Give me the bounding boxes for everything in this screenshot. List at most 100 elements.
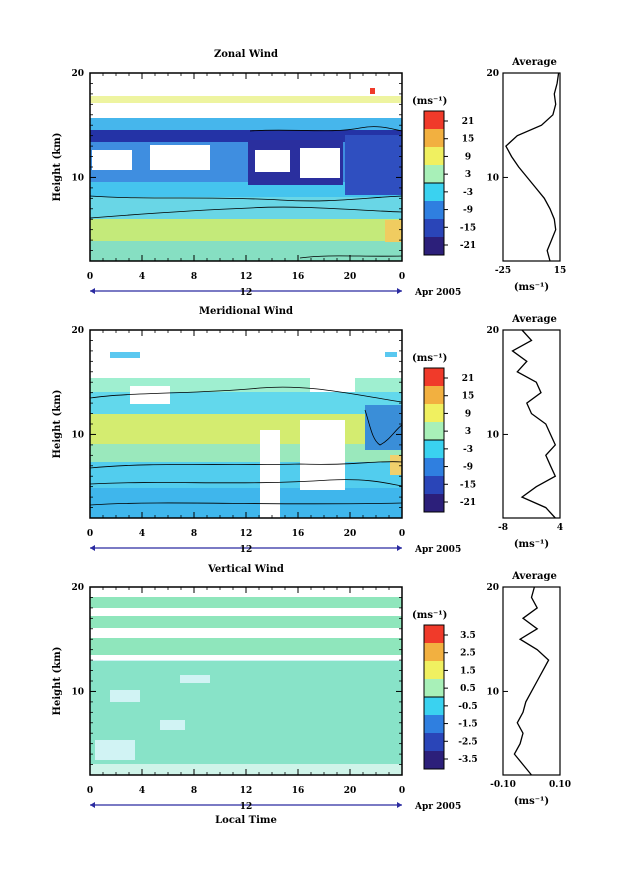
colorbar-tick-label: -15 <box>460 480 476 490</box>
y-tick-label: 20 <box>71 583 84 593</box>
average-y-tick-label: 20 <box>486 69 499 79</box>
x-tick-label: 0 <box>87 529 93 539</box>
colorbar-tick-label: -21 <box>460 498 476 508</box>
panel-zonal-wind: Zonal Wind <box>89 49 403 262</box>
colorbar-swatch <box>424 111 444 130</box>
colorbar-swatch <box>424 679 444 698</box>
x-tick-label: 12 <box>240 529 253 539</box>
average-profile-line <box>513 586 550 776</box>
colorbar-tick-label: 15 <box>462 392 475 402</box>
colorbar-swatch <box>424 697 444 716</box>
panel-vertical-wind: Vertical Wind <box>89 564 403 776</box>
colorbar-swatch <box>424 368 444 387</box>
month-label: Apr 2005 <box>414 545 461 555</box>
average-x-tick-label: -8 <box>498 523 508 533</box>
x-tick-label: 4 <box>139 786 145 796</box>
average-title: Average <box>511 571 557 582</box>
colorbar-tick-label: 9 <box>465 152 471 162</box>
colorbar-swatch <box>424 661 444 680</box>
average-title: Average <box>511 314 557 325</box>
colorbar-tick-label: -0.5 <box>458 702 477 712</box>
colorbar-swatch <box>424 201 444 220</box>
colorbar-tick-label: 3 <box>465 170 471 180</box>
colorbar-unit-label: (ms⁻¹) <box>412 353 447 364</box>
average-y-tick-label: 10 <box>486 173 499 183</box>
colorbar-swatch <box>424 458 444 477</box>
colorbar-tick-label: 0.5 <box>460 684 476 694</box>
contour-lines <box>90 126 402 259</box>
x-tick-label: 20 <box>344 786 357 796</box>
average-x-tick-label: -25 <box>495 266 511 276</box>
date-label: 12 <box>240 288 253 298</box>
y-axis-label: Height (km) <box>52 133 63 202</box>
colorbar-tick-label: 15 <box>462 135 475 145</box>
colorbar-swatch <box>424 494 444 513</box>
x-tick-label: 12 <box>240 272 253 282</box>
colorbar-tick-label: -9 <box>463 463 473 473</box>
colorbar-swatch <box>424 751 444 770</box>
colorbar-unit-label: (ms⁻¹) <box>412 96 447 107</box>
date-bar-arrow <box>397 288 402 294</box>
x-tick-label: 8 <box>191 529 197 539</box>
y-axis-label: Height (km) <box>52 647 63 716</box>
x-tick-label: 0 <box>399 529 405 539</box>
x-tick-label: 20 <box>344 529 357 539</box>
average-y-tick-label: 10 <box>486 430 499 440</box>
date-bar-arrow <box>90 288 95 294</box>
colorbar-swatch <box>424 422 444 441</box>
colorbar-tick-label: 9 <box>465 409 471 419</box>
x-tick-label: 4 <box>139 272 145 282</box>
x-tick-label: 4 <box>139 529 145 539</box>
x-tick-label: 16 <box>292 272 305 282</box>
colorbar-tick-label: 3 <box>465 427 471 437</box>
x-tick-label: 0 <box>87 272 93 282</box>
y-tick-label: 10 <box>71 173 84 183</box>
date-bar-arrow <box>90 545 95 551</box>
colorbar-tick-label: -3 <box>463 445 473 455</box>
average-x-tick-label: 4 <box>557 523 563 533</box>
colorbar-swatch <box>424 625 444 644</box>
colorbar-swatch <box>424 404 444 423</box>
colorbar-tick-label: 1.5 <box>460 666 476 676</box>
colorbar-swatch <box>424 165 444 184</box>
month-label: Apr 2005 <box>414 802 461 812</box>
colorbar-tick-label: -2.5 <box>458 737 477 747</box>
average-unit-label: (ms⁻¹) <box>514 539 549 550</box>
colorbar-swatch <box>424 219 444 238</box>
contour-lines <box>90 386 402 506</box>
average-profile-line <box>505 72 560 262</box>
x-tick-label: 16 <box>292 529 305 539</box>
colorbar-swatch <box>424 476 444 495</box>
colorbar-swatch <box>424 183 444 202</box>
average-frame <box>502 329 561 519</box>
y-tick-label: 10 <box>71 430 84 440</box>
x-tick-label: 8 <box>191 272 197 282</box>
colorbar-tick-label: -15 <box>460 223 476 233</box>
average-frame <box>502 72 561 262</box>
average-frame <box>502 586 561 776</box>
panel-title: Meridional Wind <box>199 306 293 317</box>
y-axis-label: Height (km) <box>52 390 63 459</box>
panel-title: Zonal Wind <box>214 49 278 60</box>
x-tick-label: 12 <box>240 786 253 796</box>
date-bar-arrow <box>397 545 402 551</box>
average-title: Average <box>511 57 557 68</box>
date-bar-arrow <box>90 802 95 808</box>
colorbar-tick-label: -3.5 <box>458 755 477 765</box>
colorbar-tick-label: 21 <box>462 374 475 384</box>
average-y-tick-label: 10 <box>486 687 499 697</box>
month-label: Apr 2005 <box>414 288 461 298</box>
x-tick-label: 0 <box>87 786 93 796</box>
heatmap-field <box>90 73 402 261</box>
x-tick-label: 20 <box>344 272 357 282</box>
colorbar-swatch <box>424 643 444 662</box>
colorbar-tick-label: -1.5 <box>458 720 477 730</box>
average-unit-label: (ms⁻¹) <box>514 796 549 807</box>
average-x-tick-label: 15 <box>554 266 567 276</box>
average-unit-label: (ms⁻¹) <box>514 282 549 293</box>
average-profile-line <box>511 329 557 519</box>
colorbar-swatch <box>424 715 444 734</box>
colorbar-unit-label: (ms⁻¹) <box>412 610 447 621</box>
average-y-tick-label: 20 <box>486 583 499 593</box>
